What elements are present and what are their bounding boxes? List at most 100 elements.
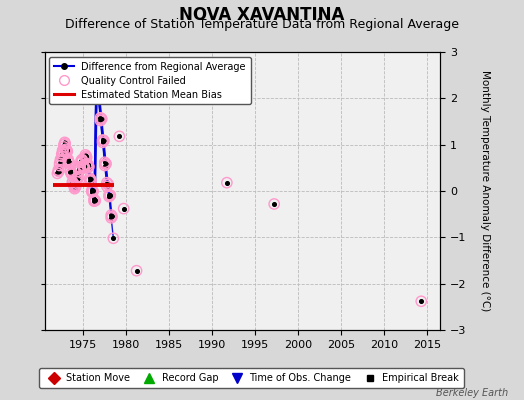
Point [77, 158, 85, 164]
Point [79, 162, 88, 169]
Point [58, 147, 67, 154]
Point [101, 159, 109, 166]
Point [102, 160, 110, 167]
Point [270, 201, 278, 207]
Point [100, 137, 108, 144]
Point [63, 148, 71, 155]
Point [75, 168, 83, 175]
Point [96, 117, 105, 124]
Point [109, 235, 117, 242]
Point [53, 170, 62, 176]
Point [93, 70, 101, 76]
Point [79, 162, 88, 169]
Point [69, 181, 78, 187]
Point [88, 189, 96, 195]
Point [63, 147, 71, 154]
Y-axis label: Monthly Temperature Anomaly Difference (°C): Monthly Temperature Anomaly Difference (… [481, 70, 490, 312]
Point [74, 175, 82, 181]
Point [94, 92, 103, 98]
Point [80, 165, 89, 171]
Point [75, 164, 84, 170]
Point [68, 171, 76, 178]
Point [60, 142, 68, 148]
Point [100, 137, 108, 144]
Point [106, 192, 114, 199]
Point [76, 165, 84, 171]
Point [65, 159, 73, 166]
Point [72, 183, 80, 190]
Point [68, 171, 76, 178]
Point [62, 146, 70, 152]
Point [101, 159, 109, 166]
Point [62, 148, 70, 155]
Point [85, 175, 94, 181]
Point [60, 144, 68, 150]
Point [85, 178, 94, 184]
Point [78, 156, 86, 163]
Point [84, 162, 93, 169]
Point [104, 181, 112, 188]
Point [56, 162, 64, 169]
Point [75, 166, 83, 172]
Point [54, 168, 63, 175]
Point [65, 159, 73, 166]
Point [63, 147, 71, 154]
Point [104, 181, 112, 188]
Point [95, 93, 103, 99]
Point [72, 183, 80, 190]
Point [70, 184, 79, 190]
Point [96, 117, 105, 124]
Point [133, 268, 141, 274]
Point [97, 116, 106, 122]
Point [109, 235, 117, 242]
Point [83, 161, 92, 167]
Point [66, 160, 74, 166]
Point [94, 92, 103, 98]
Point [106, 192, 115, 198]
Point [108, 213, 116, 220]
Point [80, 164, 88, 170]
Point [103, 180, 111, 186]
Point [84, 162, 93, 169]
Point [58, 153, 66, 160]
Point [105, 193, 113, 200]
Point [99, 137, 107, 143]
Point [101, 162, 109, 169]
Point [73, 178, 81, 185]
Point [61, 140, 69, 147]
Point [81, 152, 90, 158]
Point [59, 148, 67, 155]
Point [66, 168, 74, 175]
Point [58, 153, 66, 160]
Point [105, 192, 113, 198]
Point [60, 142, 68, 148]
Point [56, 156, 64, 163]
Point [92, 68, 100, 75]
Point [54, 167, 62, 173]
Point [95, 93, 103, 99]
Point [82, 154, 91, 161]
Point [106, 192, 114, 199]
Point [119, 206, 128, 212]
Point [223, 180, 231, 186]
Point [81, 152, 90, 158]
Point [68, 180, 77, 186]
Point [57, 158, 65, 164]
Point [97, 116, 106, 122]
Point [53, 170, 62, 176]
Point [85, 164, 93, 170]
Point [93, 69, 102, 76]
Point [119, 206, 128, 212]
Point [89, 188, 97, 194]
Point [62, 148, 70, 155]
Point [83, 164, 92, 170]
Point [107, 212, 115, 218]
Point [61, 139, 69, 146]
Point [80, 165, 89, 171]
Point [70, 186, 79, 192]
Point [75, 166, 83, 172]
Point [99, 137, 107, 143]
Point [417, 298, 425, 304]
Point [90, 198, 98, 204]
Point [80, 164, 88, 170]
